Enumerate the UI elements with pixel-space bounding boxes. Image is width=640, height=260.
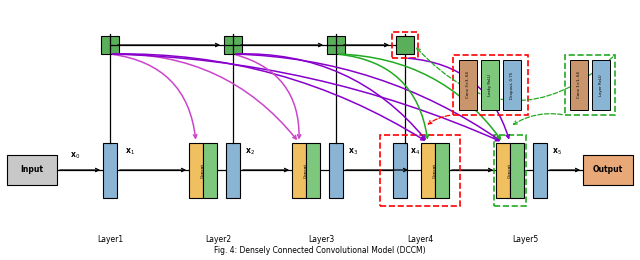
Bar [494, 134, 526, 205]
Text: Layer4: Layer4 [407, 236, 433, 244]
Text: Concat: Concat [201, 162, 205, 178]
Text: $\mathbf{x}_4$: $\mathbf{x}_4$ [410, 147, 420, 157]
Bar [496, 142, 510, 198]
Bar [292, 142, 306, 198]
Text: Layer1: Layer1 [97, 236, 123, 244]
Bar [421, 142, 435, 198]
Bar [565, 55, 615, 115]
Text: Concat: Concat [433, 162, 437, 178]
Text: $\mathbf{x}_1$: $\mathbf{x}_1$ [125, 147, 135, 157]
Bar [380, 134, 460, 205]
Text: Leaky ReLU: Leaky ReLU [488, 74, 492, 96]
Bar [226, 142, 240, 198]
Text: Dropout, 0.75: Dropout, 0.75 [510, 72, 514, 99]
Text: Layer2: Layer2 [205, 236, 231, 244]
Text: Fig. 4: Densely Connected Convolutional Model (DCCM): Fig. 4: Densely Connected Convolutional … [214, 246, 426, 255]
Bar [503, 60, 521, 110]
Bar [452, 55, 527, 115]
Text: $\mathbf{x}_3$: $\mathbf{x}_3$ [348, 147, 358, 157]
Text: $\mathbf{x}_0$: $\mathbf{x}_0$ [70, 151, 80, 161]
Text: Concat: Concat [508, 162, 512, 178]
Bar [393, 142, 407, 198]
Bar [481, 60, 499, 110]
Bar [570, 60, 588, 110]
Text: Output: Output [593, 166, 623, 174]
Bar [329, 142, 343, 198]
Bar [459, 60, 477, 110]
Text: Layer5: Layer5 [512, 236, 538, 244]
Bar [533, 142, 547, 198]
Bar [7, 155, 57, 185]
Bar [203, 142, 217, 198]
Text: Layer ReLU: Layer ReLU [599, 74, 603, 96]
Text: Conv 1×1, 64: Conv 1×1, 64 [577, 72, 581, 99]
Bar [435, 142, 449, 198]
Text: Conv 3×3, 64: Conv 3×3, 64 [466, 72, 470, 99]
Bar [101, 36, 119, 54]
Bar [392, 32, 418, 58]
Bar [396, 36, 414, 54]
Bar [224, 36, 242, 54]
Bar [583, 155, 633, 185]
Text: Layer3: Layer3 [308, 236, 334, 244]
Bar [510, 142, 524, 198]
Bar [189, 142, 203, 198]
Bar [306, 142, 320, 198]
Text: $\mathbf{x}_2$: $\mathbf{x}_2$ [245, 147, 255, 157]
Text: $\mathbf{x}_5$: $\mathbf{x}_5$ [552, 147, 562, 157]
Text: Input: Input [20, 166, 44, 174]
Text: Concat: Concat [304, 162, 308, 178]
Bar [103, 142, 117, 198]
Bar [592, 60, 610, 110]
Bar [327, 36, 345, 54]
